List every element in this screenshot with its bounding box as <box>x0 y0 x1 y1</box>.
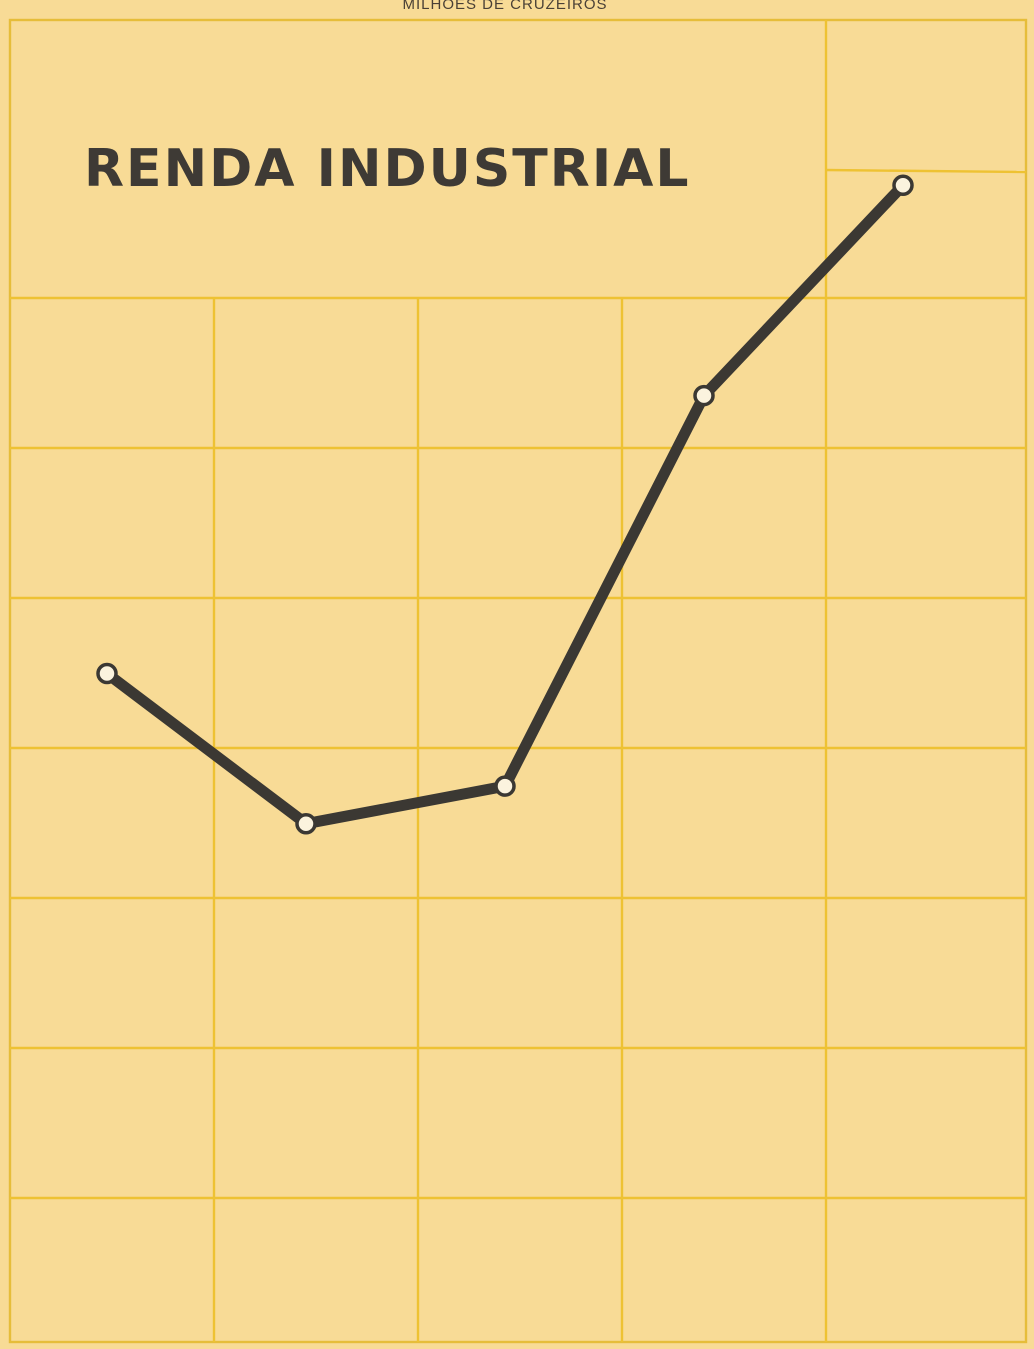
chart-title: RENDA INDUSTRIAL <box>84 139 691 199</box>
chart-frame <box>8 18 1028 1344</box>
data-point <box>295 812 317 835</box>
data-point <box>892 174 914 196</box>
data-point <box>693 384 715 407</box>
data-point <box>96 662 118 685</box>
data-point <box>494 775 516 797</box>
series-line <box>101 179 909 830</box>
series-layer <box>96 174 914 835</box>
grid-hline <box>825 168 1027 174</box>
grid <box>8 18 1028 1344</box>
unit-label: MILHOES DE CRUZEIROS <box>402 0 607 13</box>
